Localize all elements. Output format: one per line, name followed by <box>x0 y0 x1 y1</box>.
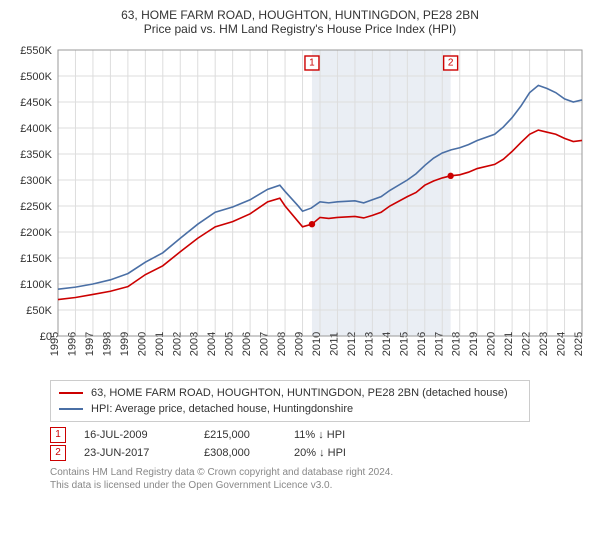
svg-text:2004: 2004 <box>206 332 218 356</box>
legend: 63, HOME FARM ROAD, HOUGHTON, HUNTINGDON… <box>50 380 530 422</box>
legend-row: 63, HOME FARM ROAD, HOUGHTON, HUNTINGDON… <box>59 385 521 401</box>
svg-text:£250K: £250K <box>20 201 52 213</box>
legend-swatch <box>59 392 83 394</box>
sale-marker-box: 1 <box>50 427 66 443</box>
svg-text:£400K: £400K <box>20 123 52 135</box>
svg-text:£100K: £100K <box>20 279 52 291</box>
legend-label: 63, HOME FARM ROAD, HOUGHTON, HUNTINGDON… <box>91 385 508 401</box>
sales-row: 1 16-JUL-2009 £215,000 11% ↓ HPI <box>50 426 590 444</box>
svg-text:2021: 2021 <box>503 332 515 356</box>
svg-text:2016: 2016 <box>416 332 428 356</box>
svg-text:2: 2 <box>448 58 454 69</box>
svg-text:2010: 2010 <box>311 332 323 356</box>
svg-text:2018: 2018 <box>451 332 463 356</box>
svg-text:2006: 2006 <box>241 332 253 356</box>
svg-text:2001: 2001 <box>154 332 166 356</box>
svg-text:2003: 2003 <box>189 332 201 356</box>
title-line2: Price paid vs. HM Land Registry's House … <box>10 22 590 36</box>
svg-text:2017: 2017 <box>433 332 445 356</box>
svg-text:1: 1 <box>309 58 315 69</box>
svg-text:2020: 2020 <box>486 332 498 356</box>
chart: £0£50K£100K£150K£200K£250K£300K£350K£400… <box>10 40 590 374</box>
sale-price: £215,000 <box>204 426 294 444</box>
svg-text:2025: 2025 <box>573 332 585 356</box>
chart-svg: £0£50K£100K£150K£200K£250K£300K£350K£400… <box>10 40 590 374</box>
svg-text:2015: 2015 <box>398 332 410 356</box>
svg-text:2022: 2022 <box>521 332 533 356</box>
title-line1: 63, HOME FARM ROAD, HOUGHTON, HUNTINGDON… <box>10 8 590 22</box>
svg-text:2008: 2008 <box>276 332 288 356</box>
sale-marker-box: 2 <box>50 445 66 461</box>
svg-text:1995: 1995 <box>49 332 61 356</box>
chart-container: 63, HOME FARM ROAD, HOUGHTON, HUNTINGDON… <box>0 0 600 498</box>
title-block: 63, HOME FARM ROAD, HOUGHTON, HUNTINGDON… <box>10 8 590 36</box>
svg-text:1997: 1997 <box>84 332 96 356</box>
svg-text:2013: 2013 <box>363 332 375 356</box>
sale-marker-label: 2 <box>55 444 61 462</box>
sale-date: 16-JUL-2009 <box>84 426 204 444</box>
footnote-line: This data is licensed under the Open Gov… <box>50 479 590 492</box>
svg-text:2023: 2023 <box>538 332 550 356</box>
sale-marker-label: 1 <box>55 426 61 444</box>
svg-text:£450K: £450K <box>20 97 52 109</box>
svg-text:1996: 1996 <box>66 332 78 356</box>
sales-table: 1 16-JUL-2009 £215,000 11% ↓ HPI 2 23-JU… <box>50 426 590 462</box>
svg-text:2009: 2009 <box>294 332 306 356</box>
svg-text:£150K: £150K <box>20 253 52 265</box>
svg-text:£200K: £200K <box>20 227 52 239</box>
svg-text:1998: 1998 <box>101 332 113 356</box>
svg-text:2005: 2005 <box>224 332 236 356</box>
svg-text:£350K: £350K <box>20 149 52 161</box>
svg-text:£300K: £300K <box>20 175 52 187</box>
svg-text:£50K: £50K <box>26 305 52 317</box>
legend-label: HPI: Average price, detached house, Hunt… <box>91 401 353 417</box>
svg-text:£500K: £500K <box>20 71 52 83</box>
svg-text:2007: 2007 <box>259 332 271 356</box>
svg-text:2000: 2000 <box>136 332 148 356</box>
sale-diff: 20% ↓ HPI <box>294 444 394 462</box>
sale-price: £308,000 <box>204 444 294 462</box>
svg-text:2002: 2002 <box>171 332 183 356</box>
legend-swatch <box>59 408 83 410</box>
svg-text:2012: 2012 <box>346 332 358 356</box>
svg-text:2014: 2014 <box>381 332 393 356</box>
footnote: Contains HM Land Registry data © Crown c… <box>50 466 590 492</box>
legend-row: HPI: Average price, detached house, Hunt… <box>59 401 521 417</box>
svg-text:£550K: £550K <box>20 45 52 57</box>
sale-diff: 11% ↓ HPI <box>294 426 394 444</box>
svg-text:2019: 2019 <box>468 332 480 356</box>
sales-row: 2 23-JUN-2017 £308,000 20% ↓ HPI <box>50 444 590 462</box>
footnote-line: Contains HM Land Registry data © Crown c… <box>50 466 590 479</box>
svg-text:2024: 2024 <box>556 332 568 356</box>
svg-text:1999: 1999 <box>119 332 131 356</box>
sale-date: 23-JUN-2017 <box>84 444 204 462</box>
